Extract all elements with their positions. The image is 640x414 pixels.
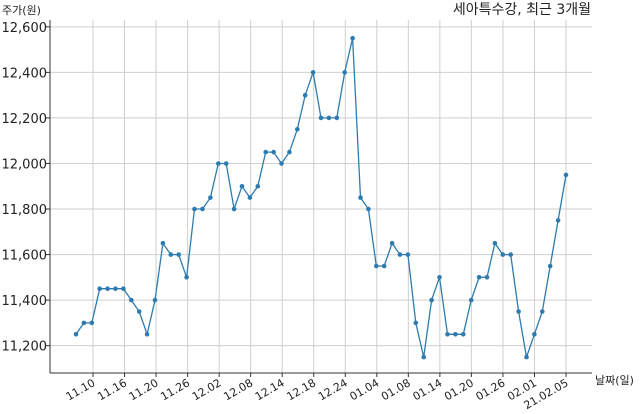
data-point: [532, 332, 537, 337]
x-tick-label: 11.20: [127, 376, 161, 403]
data-point: [287, 149, 292, 155]
x-axis-label: 날짜(일): [595, 373, 634, 387]
data-point: [208, 195, 213, 200]
data-point: [453, 332, 458, 337]
data-point: [176, 252, 181, 257]
data-point: [247, 195, 253, 200]
data-point: [271, 149, 276, 155]
x-tick-label: 12.02: [190, 376, 224, 403]
data-point: [516, 309, 521, 314]
y-tick-label: 11,400: [2, 294, 48, 309]
data-point: [366, 206, 371, 212]
data-point: [540, 309, 545, 314]
data-point: [405, 252, 411, 257]
y-tick-label: 12,600: [2, 21, 48, 36]
x-tick-label: 11.16: [95, 376, 129, 403]
data-point: [350, 35, 355, 41]
data-point: [105, 286, 110, 292]
data-point: [374, 263, 379, 269]
x-tick-label: 01.26: [474, 376, 508, 403]
data-point: [310, 70, 316, 75]
x-tick-label: 12.18: [284, 376, 318, 403]
data-point: [508, 252, 513, 257]
data-point: [413, 320, 419, 326]
data-point: [326, 115, 332, 121]
x-tick-label: 01.08: [379, 376, 413, 403]
y-tick-label: 11,800: [2, 203, 48, 218]
x-tick-label: 01.14: [411, 376, 445, 403]
data-point: [334, 115, 340, 121]
data-point: [279, 161, 284, 166]
y-tick-label: 11,600: [2, 249, 48, 264]
x-tick-label: 01.04: [348, 376, 382, 403]
data-point: [136, 309, 142, 314]
data-point: [89, 320, 95, 326]
data-point: [168, 252, 174, 257]
grid-lines: [50, 20, 592, 373]
x-tick-label: 12.24: [316, 376, 350, 403]
data-point: [192, 206, 197, 212]
data-point: [476, 275, 482, 280]
data-point: [113, 286, 118, 292]
data-point: [81, 320, 87, 326]
data-point: [342, 70, 348, 75]
chart-title: 세아특수강, 최근 3개월: [453, 2, 591, 18]
y-tick-label: 12,400: [2, 66, 48, 81]
data-point: [239, 184, 245, 189]
y-tick-label: 11,200: [2, 340, 48, 355]
data-point: [302, 92, 308, 98]
data-point: [555, 218, 561, 223]
data-point: [563, 172, 569, 178]
data-point: [421, 354, 427, 360]
data-point: [231, 206, 237, 212]
x-tick-label: 11.26: [158, 376, 192, 403]
data-point: [129, 297, 134, 303]
data-point: [216, 161, 221, 166]
data-point: [121, 286, 126, 292]
x-axis-ticks: 11.1011.1611.2011.2612.0212.0812.1412.18…: [64, 373, 571, 412]
data-point: [144, 332, 150, 337]
data-point: [73, 332, 79, 337]
data-point: [318, 115, 324, 121]
data-point: [381, 263, 387, 269]
axes: [49, 20, 592, 374]
data-point: [524, 354, 529, 360]
data-point: [295, 127, 300, 132]
x-tick-label: 12.08: [221, 376, 255, 403]
x-tick-label: 12.14: [253, 376, 287, 403]
data-point: [468, 297, 474, 303]
data-point: [461, 332, 466, 337]
data-point: [152, 297, 158, 303]
y-axis-ticks: 11,200 11,400 11,600 11,800 12,000 12,200 12,4…: [2, 21, 50, 355]
data-point: [200, 206, 205, 212]
data-point: [492, 240, 498, 246]
y-tick-label: 12,200: [2, 112, 48, 127]
x-tick-label: 11.10: [64, 376, 98, 403]
data-point: [255, 184, 261, 189]
data-point: [223, 161, 229, 166]
y-tick-label: 12,000: [2, 157, 48, 172]
price-series-line: [75, 38, 567, 358]
data-point: [389, 240, 395, 246]
data-point: [445, 332, 450, 337]
data-point: [97, 286, 102, 292]
y-axis-label: 주가(원): [2, 4, 41, 17]
price-series-points: [73, 35, 569, 360]
data-point: [184, 275, 189, 280]
data-point: [160, 240, 166, 246]
data-point: [484, 275, 490, 280]
data-point: [263, 149, 269, 155]
data-point: [437, 275, 442, 280]
data-point: [358, 195, 363, 200]
data-point: [500, 252, 506, 257]
data-point: [397, 252, 403, 257]
data-point: [547, 263, 553, 269]
x-tick-label: 01.20: [442, 376, 476, 403]
data-point: [429, 297, 434, 303]
